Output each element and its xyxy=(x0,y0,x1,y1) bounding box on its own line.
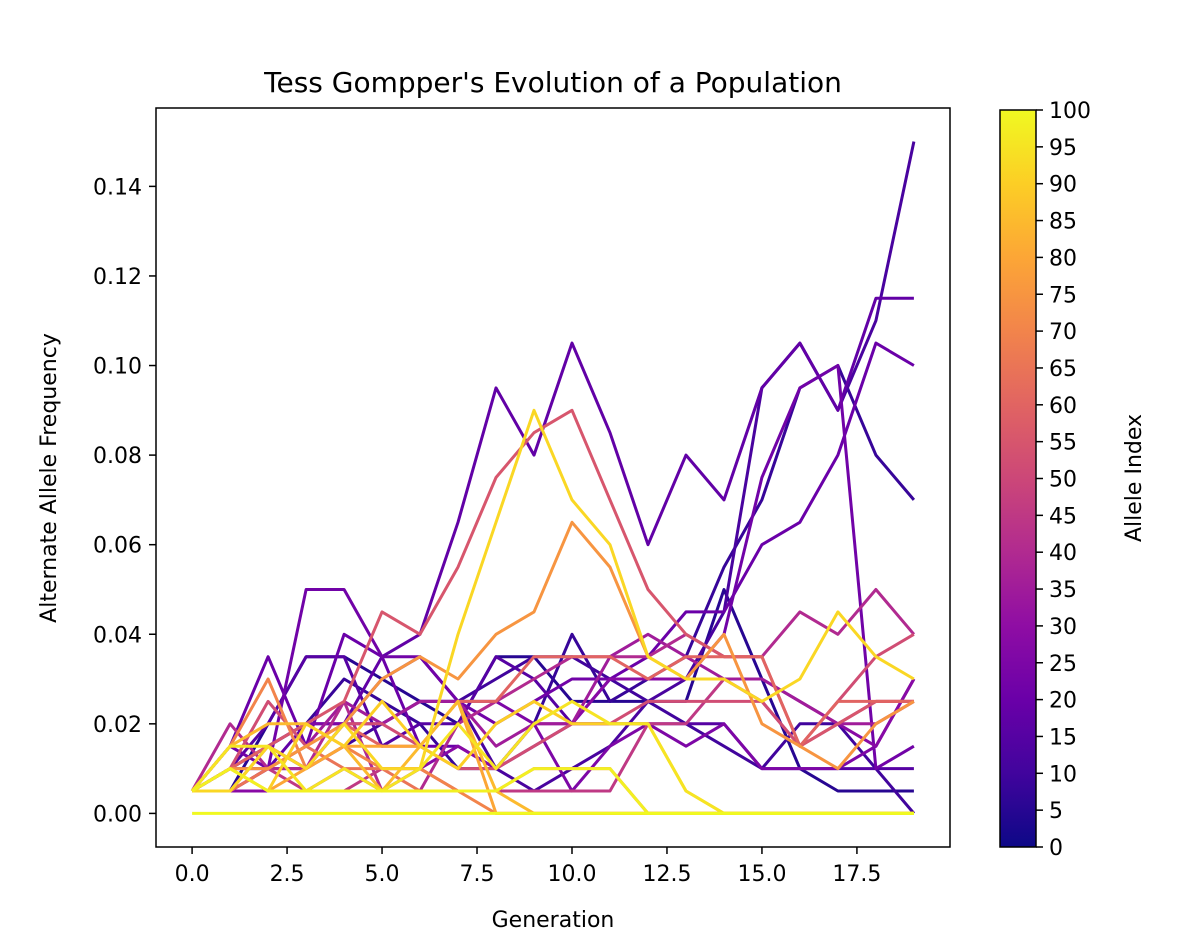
series-line-3 xyxy=(192,141,916,793)
colorbar-tick-label: 85 xyxy=(1049,210,1077,235)
plot-frame xyxy=(155,107,951,848)
y-axis: 0.00 0.02 0.04 0.06 0.08 0.10 0.12 0.14 xyxy=(93,175,156,827)
x-axis-label: Generation xyxy=(492,908,615,933)
series-line-18 xyxy=(191,520,915,793)
colorbar-tick-label: 25 xyxy=(1049,652,1077,677)
y-tick-label: 0.06 xyxy=(93,534,142,559)
x-tick-label: 5.0 xyxy=(365,862,400,887)
colorbar-ticks: 0 5 10 15 20 25 30 35 40 45 50 55 60 65 70 75 80 85 90 95 10… xyxy=(1036,99,1091,861)
colorbar-tick-label: 80 xyxy=(1049,246,1077,271)
colorbar-tick-label: 0 xyxy=(1049,836,1063,861)
series-lines xyxy=(190,141,916,815)
y-tick-label: 0.04 xyxy=(93,623,142,648)
series-line-10 xyxy=(192,632,915,793)
colorbar-label: Allele Index xyxy=(1122,414,1147,542)
x-axis: 0.0 2.5 5.0 7.5 10.0 12.5 15.0 17.5 xyxy=(175,847,881,887)
chart-title: Tess Gompper's Evolution of a Population xyxy=(263,66,842,99)
colorbar-tick-label: 45 xyxy=(1049,504,1077,529)
y-tick-label: 0.10 xyxy=(93,355,142,380)
series-line-5 xyxy=(191,296,914,793)
y-tick-label: 0.08 xyxy=(93,444,142,469)
colorbar-tick-label: 75 xyxy=(1049,283,1077,308)
colorbar-tick-label: 15 xyxy=(1049,725,1077,750)
series-line-7 xyxy=(190,364,915,792)
x-tick-label: 0.0 xyxy=(175,862,210,887)
colorbar-tick-label: 70 xyxy=(1049,320,1077,345)
colorbar xyxy=(999,109,1037,848)
colorbar-tick-label: 100 xyxy=(1049,99,1091,124)
colorbar-tick-label: 30 xyxy=(1049,615,1077,640)
colorbar-tick-label: 20 xyxy=(1049,689,1077,714)
colorbar-tick-label: 40 xyxy=(1049,541,1077,566)
x-tick-label: 10.0 xyxy=(548,862,597,887)
colorbar-tick-label: 35 xyxy=(1049,578,1077,603)
colorbar-tick-label: 90 xyxy=(1049,173,1077,198)
colorbar-tick-label: 50 xyxy=(1049,468,1077,493)
x-tick-label: 17.5 xyxy=(832,862,881,887)
colorbar-tick-label: 65 xyxy=(1049,357,1077,382)
colorbar-tick-label: 10 xyxy=(1049,762,1077,787)
series-line-22 xyxy=(192,408,915,793)
y-axis-label: Alternate Allele Frequency xyxy=(37,333,62,623)
y-tick-label: 0.14 xyxy=(93,175,142,200)
colorbar-tick-label: 60 xyxy=(1049,394,1077,419)
x-tick-label: 15.0 xyxy=(737,862,786,887)
y-tick-label: 0.02 xyxy=(93,713,142,738)
y-tick-label: 0.00 xyxy=(93,802,142,827)
series-line-11 xyxy=(190,588,916,793)
x-tick-label: 7.5 xyxy=(460,862,495,887)
x-tick-label: 12.5 xyxy=(642,862,691,887)
x-tick-label: 2.5 xyxy=(270,862,305,887)
colorbar-tick-label: 5 xyxy=(1049,799,1063,824)
y-tick-label: 0.12 xyxy=(93,265,142,290)
series-line-8 xyxy=(191,678,916,793)
colorbar-tick-label: 55 xyxy=(1049,431,1077,456)
colorbar-tick-label: 95 xyxy=(1049,136,1077,161)
